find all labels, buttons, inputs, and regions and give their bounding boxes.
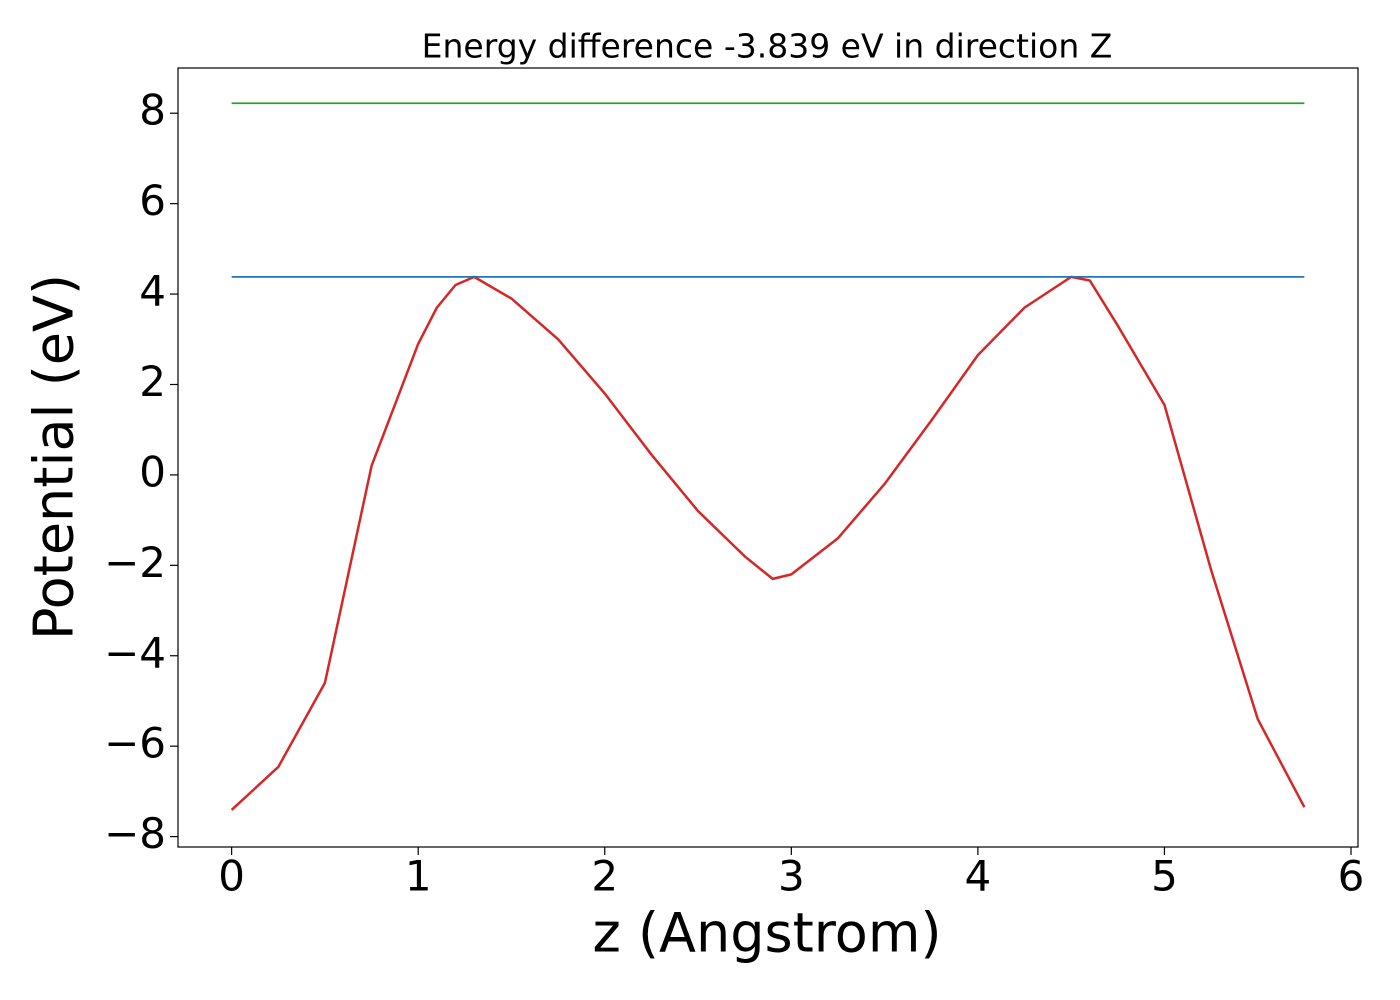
y-tick-label: −2 [104,538,166,587]
y-tick-label: −6 [104,719,166,768]
x-tick-label: 5 [1151,852,1178,901]
y-tick-label: 0 [139,447,166,496]
x-tick-label: 2 [591,852,618,901]
plot-frame [177,67,1359,848]
x-tick-label: 3 [778,852,805,901]
y-tick-label: 4 [139,267,166,316]
y-tick-label: 6 [139,176,166,225]
x-axis-label: z (Angstrom) [592,902,941,965]
x-tick-label: 1 [405,852,432,901]
series-line [230,275,1306,811]
y-tick-label: 8 [139,86,166,135]
y-tick-label: −4 [104,628,166,677]
chart-title: Energy difference -3.839 eV in direction… [422,27,1113,66]
x-tick-label: 6 [1338,852,1365,901]
y-tick-label: −8 [104,809,166,858]
x-tick-label: 0 [218,852,245,901]
y-tick-label: 2 [139,357,166,406]
y-axis-label: Potential (eV) [23,274,86,640]
x-tick-label: 4 [965,852,992,901]
